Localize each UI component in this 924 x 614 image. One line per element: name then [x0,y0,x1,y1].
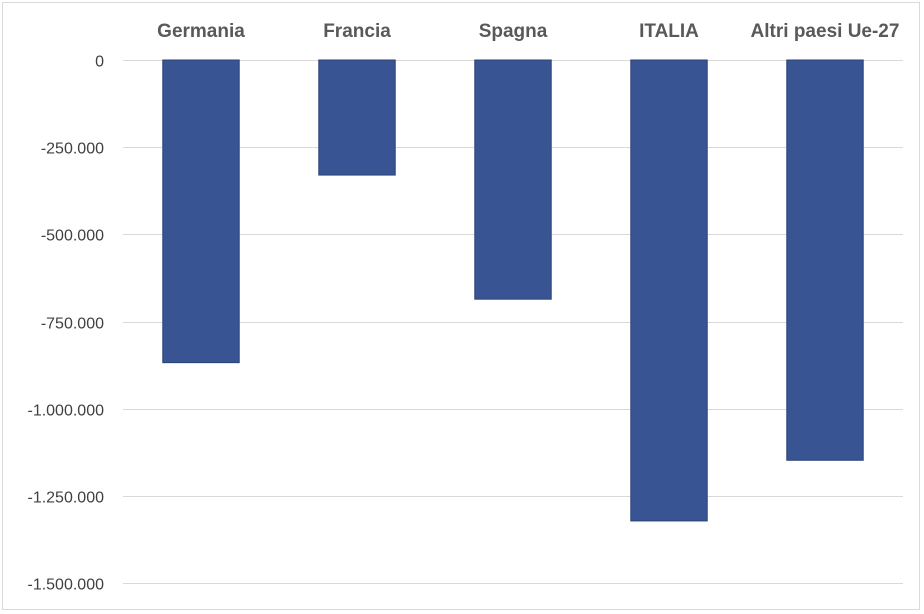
category-label: Francia [323,21,391,42]
y-tick-label: -250.000 [41,141,104,158]
bar [630,59,708,522]
category-label: Germania [157,21,245,42]
gridlines [123,60,903,584]
bars [162,59,864,522]
y-tick-label: -500.000 [41,228,104,245]
category-label: Altri paesi Ue-27 [751,21,900,42]
y-tick-label: -1.000.000 [27,403,104,420]
category-label: ITALIA [639,21,699,42]
bar [162,59,240,364]
y-tick-label: -1.250.000 [27,490,104,507]
y-tick-label: -750.000 [41,316,104,333]
y-tick-label: 0 [95,54,104,71]
bar [318,59,396,176]
bar [786,59,864,461]
y-tick-label: -1.500.000 [27,577,104,594]
category-label: Spagna [479,21,548,42]
bar [474,59,552,300]
y-axis-tick-labels: 0 -250.000 -500.000 -750.000 -1.000.000 -1.25… [27,54,104,594]
category-labels: Germania Francia Spagna ITALIA Altri paesi U… [157,21,899,42]
